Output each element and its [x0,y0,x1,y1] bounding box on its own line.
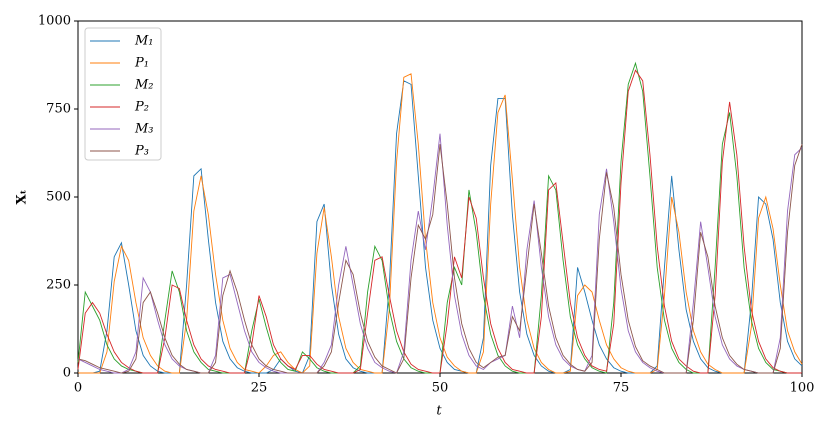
legend-label: P₁ [134,56,149,71]
x-tick-label: 75 [613,381,630,396]
series-line [78,80,803,374]
legend-box [84,27,162,161]
y-tick-label: 250 [46,278,71,293]
series-line [78,73,803,374]
x-tick-label: 100 [790,381,815,396]
legend-label: P₃ [134,144,149,159]
y-tick-label: 750 [46,102,71,117]
plot-lines [77,61,803,374]
y-tick-label: 0 [63,366,71,381]
x-tick-label: 25 [251,381,268,396]
y-tick-label: 500 [46,190,71,205]
y-axis-label: Xₜ [15,189,30,204]
legend-label: M₁ [134,34,154,49]
series-line [77,144,803,374]
series-line [77,61,802,374]
series-line [77,69,802,374]
y-tick-label: 1000 [38,14,71,29]
legend-label: P₂ [134,100,149,115]
x-axis-label: t [436,404,442,419]
legend-label: M₃ [134,122,154,137]
x-tick-label: 0 [74,381,82,396]
x-tick-label: 50 [432,381,449,396]
legend-label: M₂ [134,78,154,93]
